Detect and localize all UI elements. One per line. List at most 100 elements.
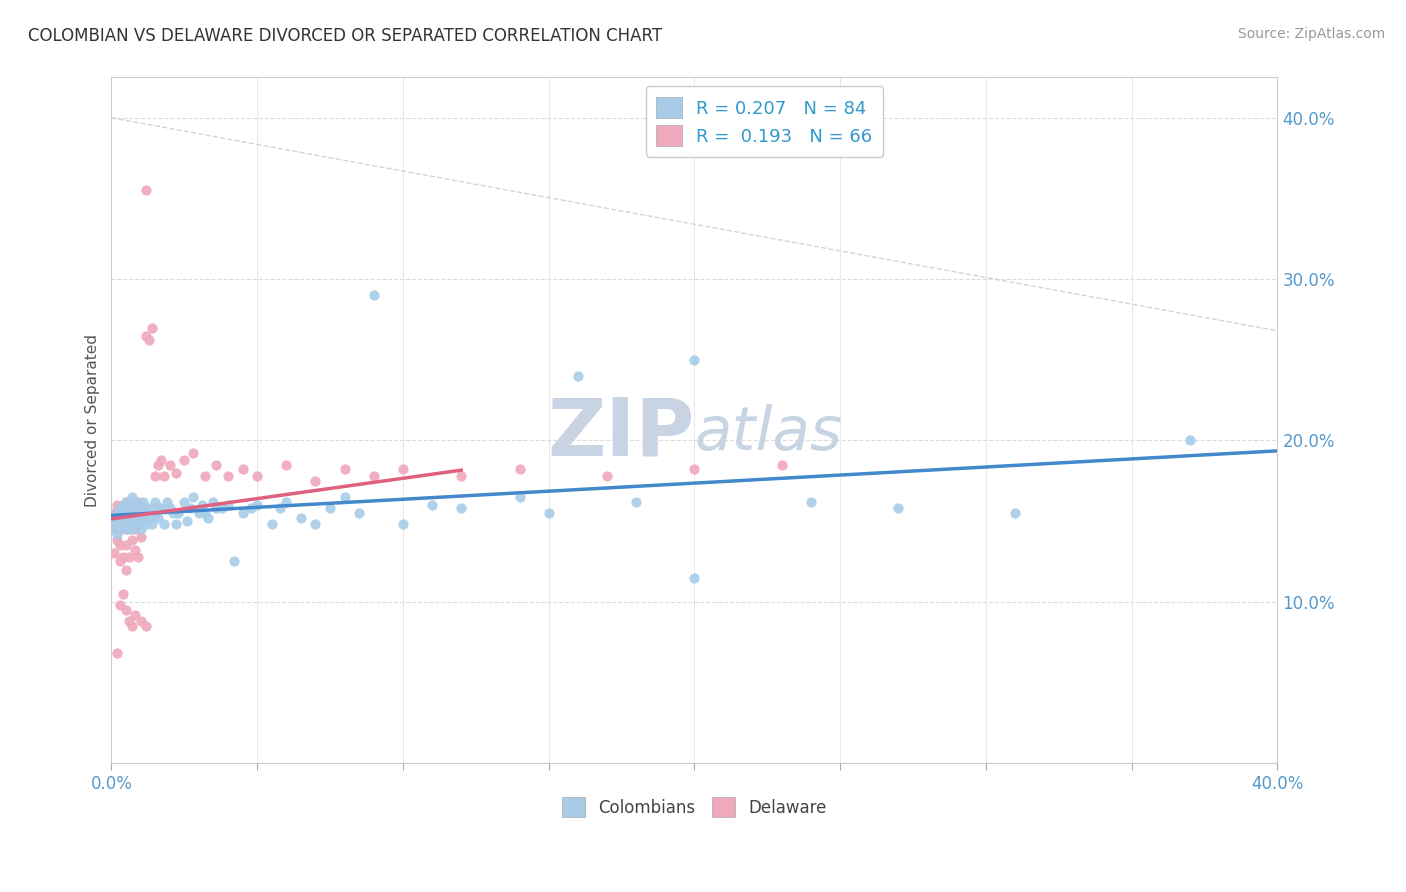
Point <box>112 549 135 564</box>
Point <box>135 517 157 532</box>
Point <box>135 183 157 197</box>
Point <box>105 527 128 541</box>
Point <box>112 520 135 534</box>
Point <box>194 469 217 483</box>
Point <box>115 522 138 536</box>
Point <box>129 614 152 628</box>
Point <box>121 511 143 525</box>
Point <box>146 511 169 525</box>
Point <box>105 514 128 528</box>
Point <box>269 501 291 516</box>
Point <box>179 501 201 516</box>
Point <box>450 469 472 483</box>
Point <box>103 522 125 536</box>
Point <box>124 607 146 622</box>
Point <box>450 501 472 516</box>
Point <box>276 458 298 472</box>
Point <box>165 517 187 532</box>
Point <box>124 495 146 509</box>
Point <box>217 469 239 483</box>
Point <box>108 506 131 520</box>
Point <box>115 495 138 509</box>
Point <box>187 506 209 520</box>
Point <box>173 495 195 509</box>
Point <box>211 501 233 516</box>
Text: Source: ZipAtlas.com: Source: ZipAtlas.com <box>1237 27 1385 41</box>
Y-axis label: Divorced or Separated: Divorced or Separated <box>86 334 100 507</box>
Point <box>127 506 149 520</box>
Point <box>132 511 155 525</box>
Point <box>132 501 155 516</box>
Point <box>135 619 157 633</box>
Point <box>108 598 131 612</box>
Point <box>112 498 135 512</box>
Point <box>149 501 172 516</box>
Point <box>363 288 385 302</box>
Point <box>143 506 166 520</box>
Point <box>143 469 166 483</box>
Point <box>232 506 254 520</box>
Point <box>683 462 706 476</box>
Point <box>165 466 187 480</box>
Point <box>290 511 312 525</box>
Point <box>167 506 190 520</box>
Point <box>129 501 152 516</box>
Point <box>112 506 135 520</box>
Point <box>135 328 157 343</box>
Point <box>108 522 131 536</box>
Point <box>508 462 530 476</box>
Point <box>138 511 160 525</box>
Point <box>202 495 225 509</box>
Point <box>103 522 125 536</box>
Point <box>141 320 163 334</box>
Point <box>138 334 160 348</box>
Point <box>118 506 141 520</box>
Point <box>124 517 146 532</box>
Point <box>149 452 172 467</box>
Point <box>127 549 149 564</box>
Point <box>683 352 706 367</box>
Point <box>800 495 823 509</box>
Point <box>127 495 149 509</box>
Point <box>121 490 143 504</box>
Point <box>121 619 143 633</box>
Point <box>105 533 128 548</box>
Point <box>205 501 228 516</box>
Point <box>333 490 356 504</box>
Point <box>420 498 443 512</box>
Point <box>121 511 143 525</box>
Point <box>105 506 128 520</box>
Point <box>537 506 560 520</box>
Point <box>118 549 141 564</box>
Point <box>347 506 370 520</box>
Point <box>596 469 619 483</box>
Point <box>105 517 128 532</box>
Point <box>333 462 356 476</box>
Point <box>197 511 219 525</box>
Point <box>319 501 342 516</box>
Point <box>392 462 415 476</box>
Point <box>112 506 135 520</box>
Point <box>181 490 204 504</box>
Point <box>118 498 141 512</box>
Point <box>103 506 125 520</box>
Point <box>118 522 141 536</box>
Point <box>112 517 135 532</box>
Point <box>276 495 298 509</box>
Point <box>146 458 169 472</box>
Text: ZIP: ZIP <box>547 395 695 473</box>
Point <box>683 571 706 585</box>
Point <box>143 495 166 509</box>
Point <box>118 517 141 532</box>
Point <box>115 514 138 528</box>
Point <box>159 458 181 472</box>
Point <box>508 490 530 504</box>
Point <box>121 522 143 536</box>
Point <box>129 501 152 516</box>
Point <box>232 462 254 476</box>
Point <box>105 647 128 661</box>
Point <box>304 474 326 488</box>
Point <box>770 458 793 472</box>
Point <box>108 554 131 568</box>
Text: COLOMBIAN VS DELAWARE DIVORCED OR SEPARATED CORRELATION CHART: COLOMBIAN VS DELAWARE DIVORCED OR SEPARA… <box>28 27 662 45</box>
